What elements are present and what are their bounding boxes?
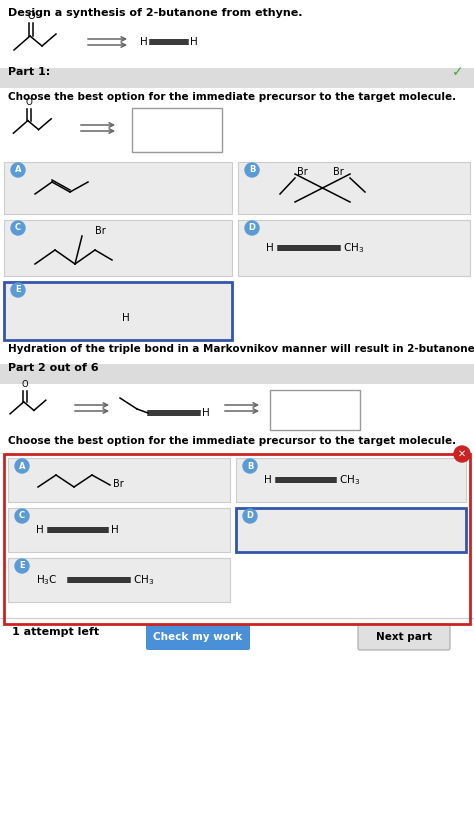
Circle shape bbox=[11, 221, 25, 235]
Circle shape bbox=[15, 509, 29, 523]
Bar bbox=[132, 108, 222, 152]
Text: Choose the best option for the immediate precursor to the target molecule.: Choose the best option for the immediate… bbox=[8, 436, 456, 446]
Circle shape bbox=[243, 509, 257, 523]
Text: Br: Br bbox=[297, 167, 307, 177]
Text: B: B bbox=[249, 166, 255, 175]
Circle shape bbox=[245, 221, 259, 235]
Text: B: B bbox=[247, 462, 253, 471]
Bar bbox=[8, 458, 230, 502]
Text: D: D bbox=[246, 511, 254, 520]
Bar bbox=[0, 364, 474, 384]
Circle shape bbox=[15, 459, 29, 473]
Circle shape bbox=[11, 283, 25, 297]
FancyBboxPatch shape bbox=[146, 624, 250, 650]
Text: E: E bbox=[19, 562, 25, 571]
Circle shape bbox=[243, 459, 257, 473]
Text: Choose the best option for the immediate precursor to the target molecule.: Choose the best option for the immediate… bbox=[8, 92, 456, 102]
Text: H: H bbox=[111, 525, 119, 535]
Text: C: C bbox=[19, 511, 25, 520]
Text: Br: Br bbox=[333, 167, 343, 177]
Text: ✓: ✓ bbox=[452, 65, 464, 79]
Bar bbox=[8, 508, 230, 552]
Text: H: H bbox=[190, 37, 198, 47]
Text: Br: Br bbox=[95, 226, 105, 236]
Text: $\mathregular{H_3C}$: $\mathregular{H_3C}$ bbox=[36, 573, 57, 587]
Text: Part 1:: Part 1: bbox=[8, 67, 50, 77]
Text: $\mathregular{CH_3}$: $\mathregular{CH_3}$ bbox=[339, 473, 360, 487]
FancyBboxPatch shape bbox=[358, 624, 450, 650]
Bar bbox=[4, 454, 470, 624]
Text: ✕: ✕ bbox=[458, 449, 466, 459]
Text: A: A bbox=[15, 166, 21, 175]
Text: 1 attempt left: 1 attempt left bbox=[12, 627, 99, 637]
Bar bbox=[4, 162, 232, 214]
Text: D: D bbox=[248, 224, 255, 233]
Circle shape bbox=[454, 446, 470, 462]
Text: Next part: Next part bbox=[376, 632, 432, 642]
Text: H: H bbox=[202, 408, 210, 418]
Text: Hydration of the triple bond in a Markovnikov manner will result in 2-butanone.: Hydration of the triple bond in a Markov… bbox=[8, 344, 474, 354]
Bar bbox=[8, 558, 230, 602]
Text: A: A bbox=[19, 462, 25, 471]
Text: E: E bbox=[15, 285, 21, 294]
Bar bbox=[270, 390, 360, 430]
Bar bbox=[236, 458, 466, 502]
Bar bbox=[4, 282, 232, 340]
Bar bbox=[238, 220, 470, 276]
Bar bbox=[4, 220, 232, 276]
Text: H: H bbox=[36, 525, 44, 535]
Bar bbox=[236, 508, 466, 552]
Bar bbox=[0, 68, 474, 88]
Circle shape bbox=[15, 559, 29, 573]
Text: Br: Br bbox=[113, 479, 124, 489]
Circle shape bbox=[11, 163, 25, 177]
Text: H: H bbox=[264, 475, 272, 485]
Bar bbox=[238, 162, 470, 214]
Text: Check my work: Check my work bbox=[154, 632, 243, 642]
Text: $\mathregular{CH_3}$: $\mathregular{CH_3}$ bbox=[133, 573, 154, 587]
Text: O: O bbox=[27, 11, 35, 21]
Text: $\mathregular{CH_3}$: $\mathregular{CH_3}$ bbox=[343, 241, 364, 255]
Text: Part 2 out of 6: Part 2 out of 6 bbox=[8, 363, 99, 373]
Circle shape bbox=[245, 163, 259, 177]
Text: H: H bbox=[266, 243, 274, 253]
Text: O: O bbox=[21, 380, 28, 389]
Text: C: C bbox=[15, 224, 21, 233]
Text: H: H bbox=[140, 37, 148, 47]
Text: H: H bbox=[122, 313, 130, 323]
Text: O: O bbox=[26, 98, 32, 107]
Text: Design a synthesis of 2-butanone from ethyne.: Design a synthesis of 2-butanone from et… bbox=[8, 8, 302, 18]
